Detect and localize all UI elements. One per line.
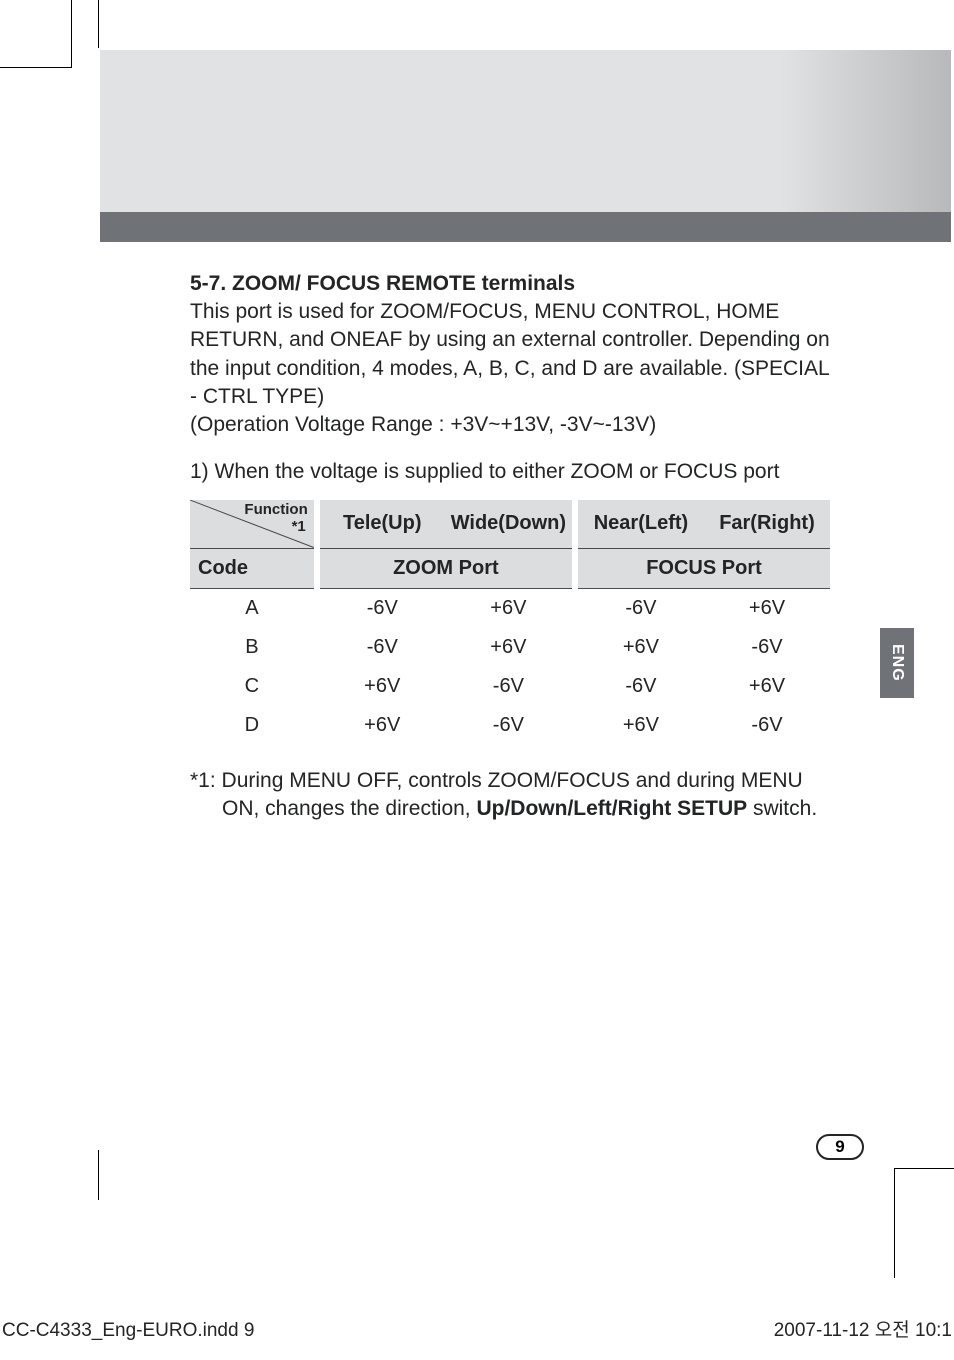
col-header-far: Far(Right)	[704, 500, 830, 548]
cell: -6V	[578, 588, 704, 628]
footnote: *1: During MENU OFF, controls ZOOM/FOCUS…	[190, 767, 840, 824]
footnote-bold: Up/Down/Left/Right SETUP	[476, 797, 747, 820]
row-code: B	[190, 628, 314, 667]
footer-left-text: CC-C4333_Eng-EURO.indd 9	[2, 1320, 254, 1342]
row-code: C	[190, 667, 314, 706]
cell: +6V	[320, 667, 445, 706]
cell: +6V	[445, 588, 572, 628]
cell: +6V	[320, 706, 445, 745]
para1-line2: (Operation Voltage Range : +3V~+13V, -3V…	[190, 413, 656, 436]
col-header-wide: Wide(Down)	[445, 500, 572, 548]
crop-mark-top-left	[0, 0, 72, 68]
zoom-port-header: ZOOM Port	[320, 548, 572, 588]
cell: -6V	[704, 706, 830, 745]
language-side-tab: ENG	[880, 628, 914, 698]
cell: -6V	[320, 588, 445, 628]
diag-function-label: Function	[244, 502, 307, 518]
diag-function-sub: *1	[292, 518, 306, 535]
table-row: B -6V +6V +6V -6V	[190, 628, 830, 667]
cell: +6V	[704, 667, 830, 706]
side-tab-label: ENG	[888, 644, 906, 682]
page-root: 5-7. ZOOM/ FOCUS REMOTE terminals This p…	[0, 0, 954, 1360]
cell: -6V	[704, 628, 830, 667]
cell: +6V	[578, 706, 704, 745]
row-code: D	[190, 706, 314, 745]
cell: -6V	[320, 628, 445, 667]
cell: +6V	[704, 588, 830, 628]
content-block: 5-7. ZOOM/ FOCUS REMOTE terminals This p…	[190, 272, 840, 823]
cell: -6V	[445, 667, 572, 706]
cell: -6V	[578, 667, 704, 706]
page-number-badge: 9	[816, 1134, 864, 1160]
list-item-1: 1) When the voltage is supplied to eithe…	[190, 458, 840, 486]
focus-port-header: FOCUS Port	[578, 548, 830, 588]
page-number: 9	[835, 1137, 844, 1157]
crop-mark-lower-left	[98, 1150, 99, 1200]
table-row: A -6V +6V -6V +6V	[190, 588, 830, 628]
col-header-near: Near(Left)	[578, 500, 704, 548]
row-code: A	[190, 588, 314, 628]
para1-text: This port is used for ZOOM/FOCUS, MENU C…	[190, 300, 830, 408]
footnote-text-b: switch.	[747, 797, 817, 820]
footnote-prefix: *1:	[190, 769, 222, 792]
crop-mark-top-vert	[98, 0, 99, 48]
section-heading: 5-7. ZOOM/ FOCUS REMOTE terminals	[190, 272, 840, 296]
footer-right-text: 2007-11-12 오전 10:1	[774, 1315, 952, 1342]
code-header-cell: Code	[190, 548, 314, 588]
table-row: C +6V -6V -6V +6V	[190, 667, 830, 706]
col-header-tele: Tele(Up)	[320, 500, 445, 548]
voltage-table: Function *1 Tele(Up) Wide(Down) Near(Lef…	[190, 500, 830, 745]
table-row: D +6V -6V +6V -6V	[190, 706, 830, 745]
cell: +6V	[445, 628, 572, 667]
header-dark-strip	[100, 212, 951, 242]
crop-mark-bottom-right	[894, 1168, 954, 1278]
table-diag-header-top: Function *1	[190, 500, 314, 548]
cell: +6V	[578, 628, 704, 667]
cell: -6V	[445, 706, 572, 745]
header-gray-band	[100, 50, 951, 242]
section-paragraph: This port is used for ZOOM/FOCUS, MENU C…	[190, 298, 840, 440]
